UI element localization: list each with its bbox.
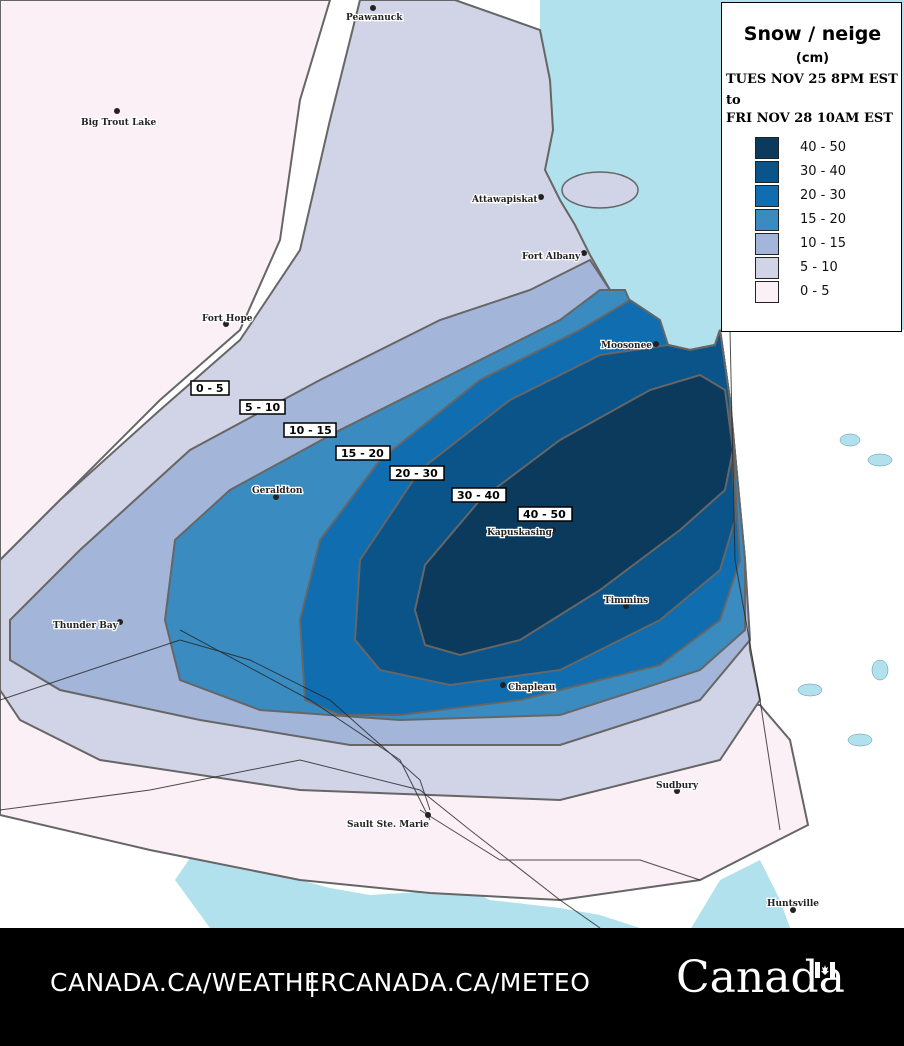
- city-sault-ste-marie: Sault Ste. Marie: [346, 812, 431, 831]
- legend-class-label: 5 - 10: [800, 260, 838, 275]
- legend-period-end: FRI NOV 28 10AM EST: [726, 111, 893, 126]
- footer: CANADA.CA/WEATHER | CANADA.CA/METEO Cana…: [0, 928, 904, 1046]
- svg-text:0 - 5: 0 - 5: [196, 382, 224, 395]
- footer-link-meteo[interactable]: CANADA.CA/METEO: [338, 968, 591, 997]
- legend-class-label: 10 - 15: [800, 236, 847, 251]
- svg-text:Moosonee: Moosonee: [601, 341, 652, 351]
- contour-label-15-20: 15 - 20: [335, 445, 391, 461]
- canada-flag-icon: [815, 962, 835, 978]
- svg-text:Geraldton: Geraldton: [252, 486, 303, 496]
- city-peawanuck: Peawanuck: [345, 5, 404, 24]
- legend-swatch: [755, 137, 779, 159]
- svg-text:Huntsville: Huntsville: [767, 899, 819, 909]
- svg-text:Sault Ste. Marie: Sault Ste. Marie: [347, 820, 429, 830]
- legend-swatch: [755, 233, 779, 255]
- city-geraldton: Geraldton: [251, 485, 304, 500]
- legend-unit: (cm): [795, 51, 830, 66]
- svg-text:Attawapiskat: Attawapiskat: [471, 195, 538, 205]
- svg-text:Kapuskasing: Kapuskasing: [487, 528, 553, 538]
- legend-swatch: [755, 281, 779, 303]
- lake-huron-water: [691, 860, 790, 928]
- svg-text:30 - 40: 30 - 40: [457, 489, 500, 502]
- legend-class-label: 30 - 40: [800, 164, 847, 179]
- city-huntsville: Huntsville: [766, 898, 821, 913]
- legend-period-to: to: [726, 93, 741, 108]
- city-fort-hope: Fort Hope: [201, 313, 254, 327]
- city-chapleau: Chapleau: [500, 682, 557, 694]
- svg-text:Fort Hope: Fort Hope: [202, 314, 253, 324]
- contour-label-5-10: 5 - 10: [239, 399, 286, 415]
- svg-text:Big Trout Lake: Big Trout Lake: [81, 118, 156, 128]
- svg-text:5 - 10: 5 - 10: [245, 401, 281, 414]
- legend-period-start: TUES NOV 25 8PM EST: [726, 72, 898, 87]
- svg-text:20 - 30: 20 - 30: [395, 467, 438, 480]
- contour-label-30-40: 30 - 40: [451, 487, 507, 503]
- legend-class-label: 0 - 5: [800, 284, 830, 299]
- svg-text:40 - 50: 40 - 50: [523, 508, 566, 521]
- city-thunder-bay: Thunder Bay: [52, 619, 123, 632]
- footer-separator: |: [308, 968, 317, 997]
- city-fort-albany: Fort Albany: [521, 250, 587, 263]
- svg-text:15 - 20: 15 - 20: [341, 447, 384, 460]
- legend-swatch: [755, 185, 779, 207]
- city-timmins: Timmins: [603, 595, 649, 609]
- boundaries: [0, 329, 781, 928]
- city-moosonee: Moosonee: [600, 340, 659, 352]
- legend-swatch: [755, 209, 779, 231]
- legend-swatch: [755, 161, 779, 183]
- contour-label-10-15: 10 - 15: [283, 422, 337, 438]
- svg-text:Fort Albany: Fort Albany: [522, 252, 581, 262]
- footer-link-weather[interactable]: CANADA.CA/WEATHER: [50, 968, 339, 997]
- legend-class-label: 40 - 50: [800, 140, 847, 155]
- svg-text:Chapleau: Chapleau: [508, 683, 556, 693]
- legend: Snow / neige (cm) TUES NOV 25 8PM EST to…: [721, 2, 902, 332]
- svg-text:Sudbury: Sudbury: [656, 781, 699, 791]
- contour-label-20-30: 20 - 30: [389, 465, 445, 481]
- legend-swatch: [755, 257, 779, 279]
- legend-title: Snow / neige: [743, 23, 882, 45]
- city-attawapiskat: Attawapiskat: [470, 194, 544, 206]
- contour-label-40-50: 40 - 50: [517, 506, 573, 522]
- lake-superior-water: [175, 852, 640, 928]
- akimiski-island: [561, 171, 639, 209]
- svg-text:Peawanuck: Peawanuck: [346, 13, 403, 23]
- svg-text:Timmins: Timmins: [604, 596, 648, 606]
- svg-text:Thunder Bay: Thunder Bay: [53, 621, 119, 631]
- city-sudbury: Sudbury: [655, 780, 700, 794]
- legend-class-label: 20 - 30: [800, 188, 847, 203]
- city-kapuskasing: Kapuskasing: [486, 527, 556, 539]
- city-big-trout-lake: Big Trout Lake: [80, 108, 158, 129]
- contour-label-0-5: 0 - 5: [190, 380, 230, 396]
- legend-class-label: 15 - 20: [800, 212, 847, 227]
- svg-text:10 - 15: 10 - 15: [289, 424, 332, 437]
